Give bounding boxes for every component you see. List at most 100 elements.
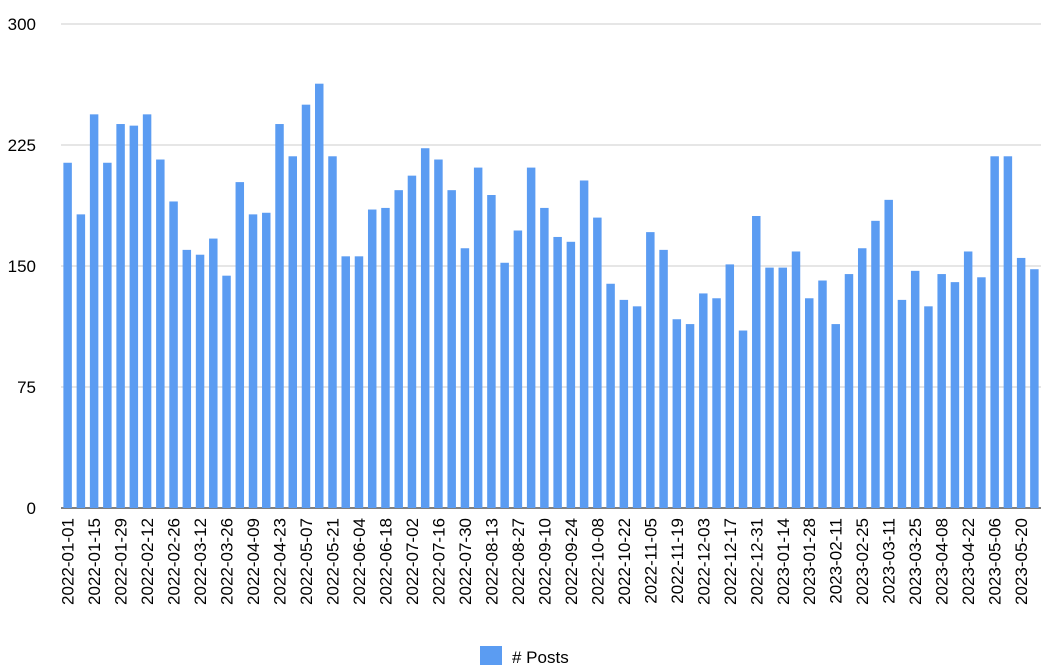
bar <box>950 282 960 508</box>
bar <box>619 299 629 508</box>
bar <box>1003 156 1013 509</box>
x-tick-label: 2022-01-29 <box>112 518 131 605</box>
bar <box>195 254 205 508</box>
y-tick-label: 225 <box>8 136 36 155</box>
bar <box>924 306 933 508</box>
x-tick-label: 2022-12-17 <box>721 518 740 605</box>
bar <box>844 274 854 508</box>
x-tick-label: 2022-09-10 <box>535 518 554 605</box>
bar <box>738 330 748 508</box>
bar <box>910 270 920 508</box>
x-tick-label: 2022-12-03 <box>694 518 713 605</box>
bar <box>540 207 549 509</box>
x-tick-label: 2022-11-05 <box>641 518 660 604</box>
bar <box>129 125 139 508</box>
bar <box>606 283 615 508</box>
bar <box>460 248 470 508</box>
bar <box>487 195 496 508</box>
y-tick-label: 150 <box>8 257 36 276</box>
bar <box>659 249 668 508</box>
bar <box>420 148 430 509</box>
gridlines <box>61 23 1041 509</box>
x-tick-label: 2022-01-15 <box>85 518 104 605</box>
bar <box>394 190 403 509</box>
x-tick-label: 2022-03-12 <box>191 518 210 605</box>
y-tick-label: 75 <box>17 378 36 397</box>
x-tick-label: 2023-01-28 <box>800 518 819 605</box>
bar <box>434 159 443 508</box>
legend: # Posts <box>480 646 569 667</box>
legend-swatch <box>480 646 502 665</box>
x-tick-label: 2022-07-30 <box>456 518 475 605</box>
bar <box>275 124 284 508</box>
bar <box>116 124 125 508</box>
x-tick-label: 2022-11-19 <box>668 518 687 604</box>
bar <box>222 275 231 508</box>
x-tick-label: 2023-02-25 <box>853 518 872 605</box>
bar <box>857 248 867 508</box>
bar <box>699 293 708 508</box>
bar <box>248 214 258 508</box>
x-tick-label: 2022-05-07 <box>297 518 316 605</box>
bar <box>963 251 973 509</box>
x-tick-label: 2023-04-22 <box>959 518 978 605</box>
y-tick-label: 0 <box>27 499 36 518</box>
x-tick-label: 2023-03-25 <box>906 518 925 605</box>
x-tick-label: 2022-05-21 <box>323 518 342 605</box>
x-tick-label: 2022-06-04 <box>350 518 369 605</box>
bar <box>632 306 642 508</box>
bar <box>142 114 152 508</box>
bar <box>381 207 390 509</box>
x-tick-label: 2022-08-13 <box>482 518 501 605</box>
bar <box>235 182 245 509</box>
bar <box>646 232 655 508</box>
bar <box>169 201 178 508</box>
bar <box>156 159 165 508</box>
bar <box>977 277 986 508</box>
legend-label: # Posts <box>512 648 569 667</box>
x-tick-label: 2022-04-23 <box>271 518 290 605</box>
x-axis-ticks: 2022-01-01 2022-01-15 2022-01-29 2022-02-12… <box>59 518 1032 605</box>
x-tick-label: 2022-07-02 <box>403 518 422 605</box>
bar <box>354 256 364 508</box>
x-tick-label: 2022-04-09 <box>244 518 263 605</box>
x-tick-label: 2023-05-20 <box>1012 518 1031 605</box>
x-tick-label: 2023-05-06 <box>986 518 1005 605</box>
bar <box>752 215 761 509</box>
bar <box>672 319 682 508</box>
x-tick-label: 2023-01-14 <box>774 518 793 605</box>
bar <box>301 104 311 509</box>
bar <box>315 83 324 508</box>
y-axis-ticks: 0 75 150 225 300 <box>8 15 36 518</box>
bar <box>897 299 907 508</box>
bar <box>818 280 827 508</box>
x-tick-label: 2022-08-27 <box>509 518 528 605</box>
bar <box>579 180 589 509</box>
bar <box>63 162 72 508</box>
x-tick-label: 2022-02-12 <box>138 518 157 605</box>
bar <box>805 298 814 508</box>
bar <box>526 167 536 508</box>
bar <box>209 238 218 508</box>
bar <box>1030 269 1039 508</box>
bar <box>367 209 377 508</box>
bar <box>553 236 562 508</box>
bar <box>990 156 999 509</box>
bar <box>103 162 112 508</box>
x-tick-label: 2023-04-08 <box>933 518 952 605</box>
bar <box>288 156 297 509</box>
x-tick-label: 2022-02-26 <box>165 518 184 605</box>
bar <box>566 241 576 509</box>
bar <box>765 267 774 508</box>
x-tick-label: 2023-02-11 <box>827 518 846 604</box>
bar <box>712 298 721 508</box>
bar <box>328 156 337 509</box>
x-tick-label: 2022-12-31 <box>747 518 766 605</box>
bar <box>76 214 86 508</box>
y-tick-label: 300 <box>8 15 36 34</box>
x-tick-label: 2022-06-18 <box>376 518 395 605</box>
bar <box>473 167 483 508</box>
bar <box>685 324 695 508</box>
bar <box>831 324 840 508</box>
